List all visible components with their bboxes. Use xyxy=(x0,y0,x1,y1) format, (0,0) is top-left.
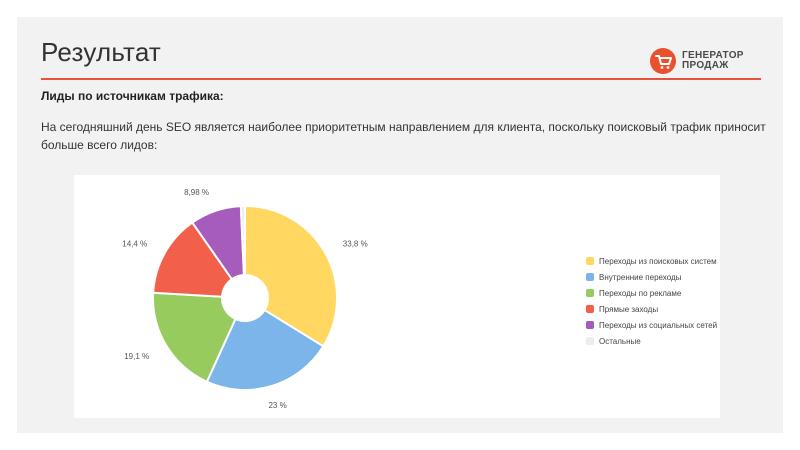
chart-legend: Переходы из поисковых систем Внутренние п… xyxy=(586,253,717,349)
legend-item-4[interactable]: Переходы из социальных сетей xyxy=(586,317,717,333)
legend-swatch xyxy=(586,289,594,297)
legend-item-2[interactable]: Переходы по рекламе xyxy=(586,285,717,301)
section-subtitle: Лиды по источникам трафика: xyxy=(41,89,224,103)
chart-container: 33,8 % 23 % 19,1 % 14,4 % 8,98 % Переходы из… xyxy=(74,175,720,418)
logo-line-2: ПРОДАЖ xyxy=(682,60,729,71)
cart-logo-icon xyxy=(650,48,676,74)
legend-swatch xyxy=(586,321,594,329)
legend-swatch xyxy=(586,257,594,265)
page-title: Результат xyxy=(41,37,162,67)
data-label-4: 8,98 % xyxy=(184,188,209,197)
logo-text: ГЕНЕРАТОР ПРОДАЖ xyxy=(682,51,744,71)
pie-slice-3[interactable] xyxy=(152,221,234,298)
legend-label: Переходы из социальных сетей xyxy=(599,320,718,330)
donut-chart: 33,8 % 23 % 19,1 % 14,4 % 8,98 % xyxy=(122,188,368,410)
description-paragraph: На сегодняшний день SEO является наиболе… xyxy=(41,120,766,152)
legend-label: Прямые заходы xyxy=(599,304,659,314)
legend-swatch xyxy=(586,337,594,345)
data-label-0: 33,8 % xyxy=(343,239,368,248)
pie-slice-1[interactable] xyxy=(205,308,325,391)
legend-item-1[interactable]: Внутренние переходы xyxy=(586,269,717,285)
logo-line-1: ГЕНЕРАТОР xyxy=(682,50,744,61)
legend-label: Остальные xyxy=(599,336,641,346)
legend-label: Внутренние переходы xyxy=(599,272,682,282)
title-divider xyxy=(41,78,761,80)
legend-item-0[interactable]: Переходы из поисковых систем xyxy=(586,253,717,269)
legend-label: Переходы по рекламе xyxy=(599,288,682,298)
legend-swatch xyxy=(586,305,594,313)
data-label-2: 19,1 % xyxy=(124,352,149,361)
pie-slice-2[interactable] xyxy=(152,291,237,384)
brand-logo: ГЕНЕРАТОР ПРОДАЖ xyxy=(649,47,744,75)
pie-slice-5[interactable] xyxy=(239,204,246,277)
legend-item-3[interactable]: Прямые заходы xyxy=(586,301,717,317)
data-label-3: 14,4 % xyxy=(122,239,147,248)
legend-label: Переходы из поисковых систем xyxy=(599,256,717,266)
slide: Результат ГЕНЕРАТОР ПРОДАЖ Лиды по источ… xyxy=(17,17,783,433)
legend-swatch xyxy=(586,273,594,281)
legend-item-5[interactable]: Остальные xyxy=(586,333,717,349)
data-label-1: 23 % xyxy=(268,401,286,410)
